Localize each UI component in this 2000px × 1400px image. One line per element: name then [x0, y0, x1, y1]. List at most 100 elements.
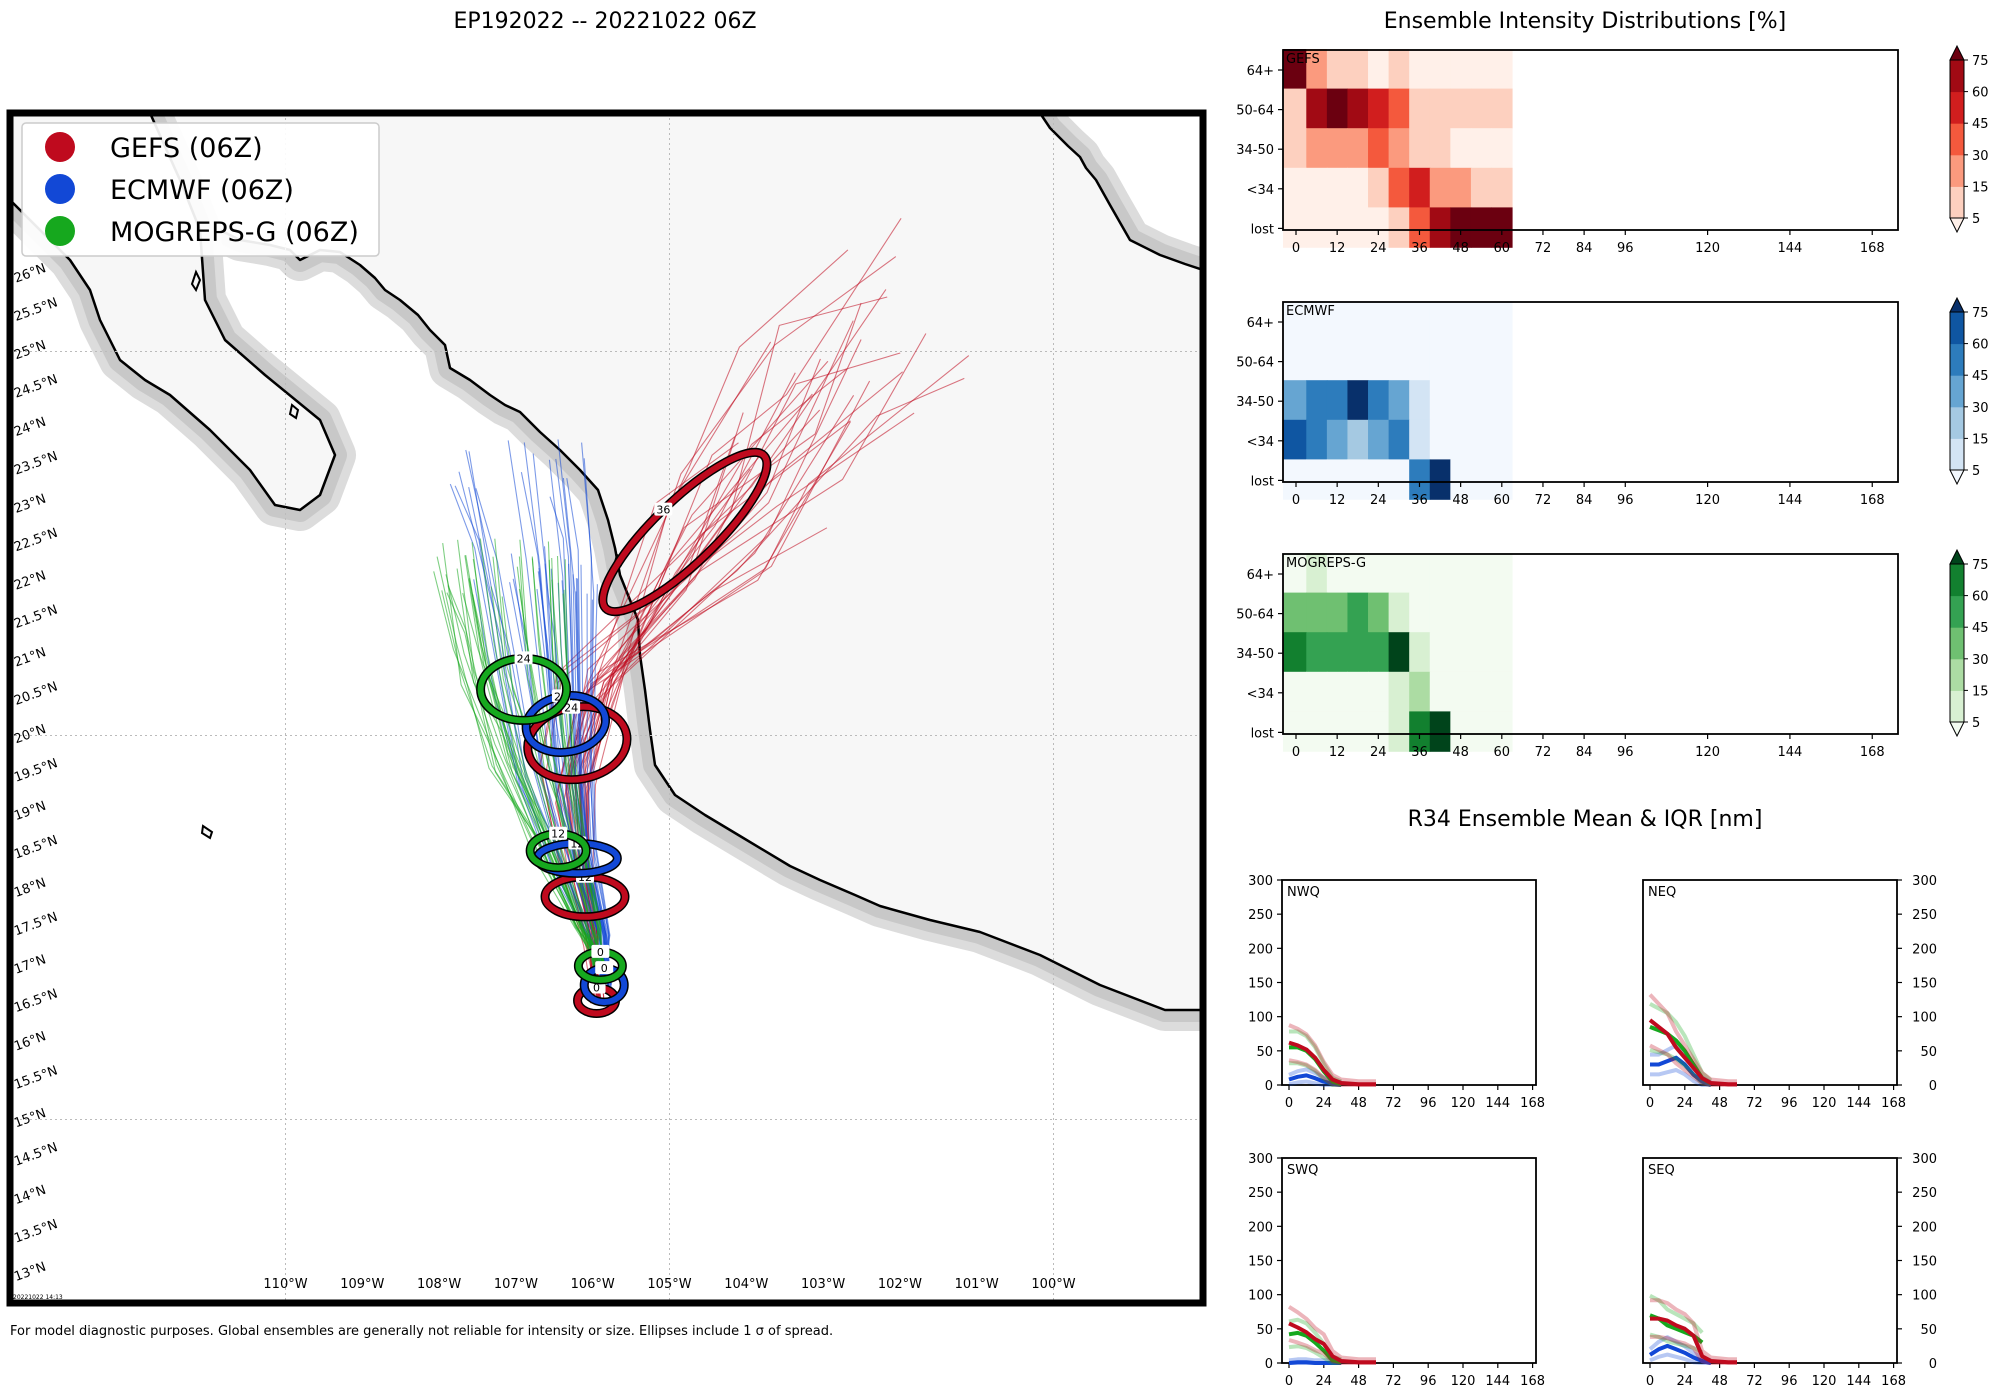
heatmap-cell — [1326, 592, 1348, 633]
colorbar-segment — [1950, 343, 1964, 376]
lon-tick-label: 108°W — [417, 1277, 461, 1292]
x-tick-label: 0 — [1292, 745, 1300, 760]
ellipse-hour-label: 12 — [551, 828, 565, 841]
r34-y-tick-label: 50 — [1256, 1045, 1273, 1060]
longitude-labels: 110°W 109°W 108°W 107°W 106°W 105°W 104°W 103°W… — [263, 1277, 1075, 1292]
heatmap-cell — [1409, 207, 1431, 248]
ellipse-label: 0 — [591, 944, 610, 959]
r34-y-tick-label: 150 — [1248, 1255, 1273, 1270]
lon-tick-label: 101°W — [955, 1277, 999, 1292]
r34-x-tick-label: 144 — [1485, 1096, 1510, 1111]
ensemble-track — [586, 593, 609, 989]
r34-y-tick-label: 50 — [1256, 1323, 1273, 1338]
r34-x-tick-label: 144 — [1846, 1096, 1871, 1111]
intensity-panel-mogreps-g: MOGREPS-G 64+ 50-64 34-50 <34 lost 0 12 24 36 48 60… — [1236, 548, 1989, 760]
legend-label-gefs: GEFS (06Z) — [110, 133, 263, 164]
y-tick-label: lost — [1251, 222, 1274, 237]
r34-y-tick-label: 250 — [1248, 908, 1273, 923]
r34-iqr-lower-mogreps — [1649, 1048, 1712, 1087]
island-cerralvo — [288, 403, 300, 420]
heatmap-cell — [1347, 301, 1369, 342]
heatmap-cell — [1368, 419, 1390, 461]
heatmap-cell — [1388, 301, 1410, 342]
colorbar-tick-label: 5 — [1972, 212, 1980, 227]
heatmap-cell — [1368, 207, 1390, 248]
x-tick-label: 12 — [1329, 493, 1346, 508]
heatmap-cell — [1388, 553, 1410, 594]
x-tick-label: 12 — [1329, 745, 1346, 760]
heatmap-cell — [1429, 553, 1451, 594]
r34-y-tick-label: 150 — [1248, 977, 1273, 992]
heatmap-cell — [1409, 592, 1431, 633]
ellipse-label: 36 — [654, 502, 673, 517]
r34-mean-ecmwf — [1650, 1055, 1712, 1087]
heatmap-cell — [1326, 380, 1348, 421]
r34-quadrant-label: SWQ — [1287, 1163, 1318, 1178]
heatmap-cell — [1306, 49, 1328, 90]
map-title: EP192022 -- 20221022 06Z — [453, 9, 756, 34]
colorbar-segment — [1950, 690, 1964, 723]
heatmap-frame — [1282, 301, 1899, 483]
ellipse-label: 12 — [549, 826, 568, 841]
lon-tick-label: 104°W — [724, 1277, 768, 1292]
x-tick-label: 12 — [1329, 241, 1346, 256]
lon-tick-label: 102°W — [878, 1277, 922, 1292]
heatmap-cell — [1491, 380, 1513, 421]
heatmap-cell — [1470, 49, 1493, 90]
heatmap-cell — [1450, 167, 1472, 209]
x-tick-label: 72 — [1535, 241, 1552, 256]
ensemble-track — [518, 588, 594, 968]
heatmap-cell — [1326, 49, 1348, 90]
r34-mean-gefs — [1288, 1040, 1376, 1087]
y-tick-label: lost — [1251, 474, 1274, 489]
heatmap-cell — [1388, 632, 1410, 673]
colorbar-segment — [1950, 154, 1964, 187]
heatmap-cell — [1491, 301, 1513, 342]
heatmap-cell — [1306, 340, 1328, 381]
heatmap-frame — [1282, 49, 1899, 231]
r34-y-tick-label: 0 — [1265, 1079, 1273, 1094]
heatmap-cell — [1368, 711, 1390, 752]
colorbar-tick-label: 75 — [1972, 54, 1989, 69]
heatmap-cell — [1470, 592, 1493, 633]
heatmap-cell — [1306, 592, 1328, 633]
y-tick-label: <34 — [1247, 435, 1274, 450]
heatmap-cell — [1429, 128, 1451, 169]
colorbar-tick-label: 30 — [1972, 653, 1989, 668]
colorbar-max-arrow — [1949, 548, 1965, 565]
colorbar-min-arrow — [1949, 217, 1965, 234]
r34-mean-ecmwf — [1288, 1360, 1342, 1365]
heatmap-cell — [1326, 207, 1348, 248]
r34-y-tick-label: 150 — [1912, 1255, 1937, 1270]
ellipse-hour-label: 24 — [564, 702, 578, 715]
colorbar-segment — [1950, 564, 1964, 597]
heatmap-cell — [1306, 671, 1328, 713]
x-tick-label: 120 — [1695, 745, 1720, 760]
heatmap-cell — [1326, 128, 1348, 169]
map-timestamp: 20221022 14:13 — [13, 1294, 63, 1301]
r34-y-tick-label: 100 — [1912, 1011, 1937, 1026]
r34-x-tick-label: 96 — [1781, 1096, 1798, 1111]
r34-iqr-lower-mogreps — [1289, 1061, 1342, 1087]
island-gulf — [190, 269, 202, 293]
ellipse-gefs-36h: 36 — [598, 447, 772, 617]
heatmap-cell — [1388, 711, 1410, 752]
r34-iqr-lower-mogreps — [1288, 1344, 1342, 1365]
r34-quadrant-label: NEQ — [1648, 885, 1676, 900]
colorbar-segment — [1950, 123, 1964, 156]
colorbar-segment — [1950, 312, 1964, 345]
heatmap-cell — [1450, 419, 1472, 461]
r34-y-tick-label: 200 — [1912, 942, 1937, 957]
y-tick-label: 34-50 — [1236, 647, 1274, 662]
heatmap-cell — [1347, 671, 1369, 713]
y-tick-label: 64+ — [1247, 64, 1274, 79]
r34-x-tick-label: 72 — [1385, 1374, 1402, 1389]
heatmap-cell — [1283, 167, 1307, 209]
colorbar-tick-label: 75 — [1972, 558, 1989, 573]
heatmap-cell — [1306, 88, 1328, 129]
legend-box — [21, 122, 380, 257]
x-tick-label: 48 — [1452, 241, 1469, 256]
r34-x-tick-label: 0 — [1285, 1096, 1293, 1111]
heatmap-cell — [1491, 711, 1513, 752]
ellipse-label-bg — [591, 944, 610, 958]
